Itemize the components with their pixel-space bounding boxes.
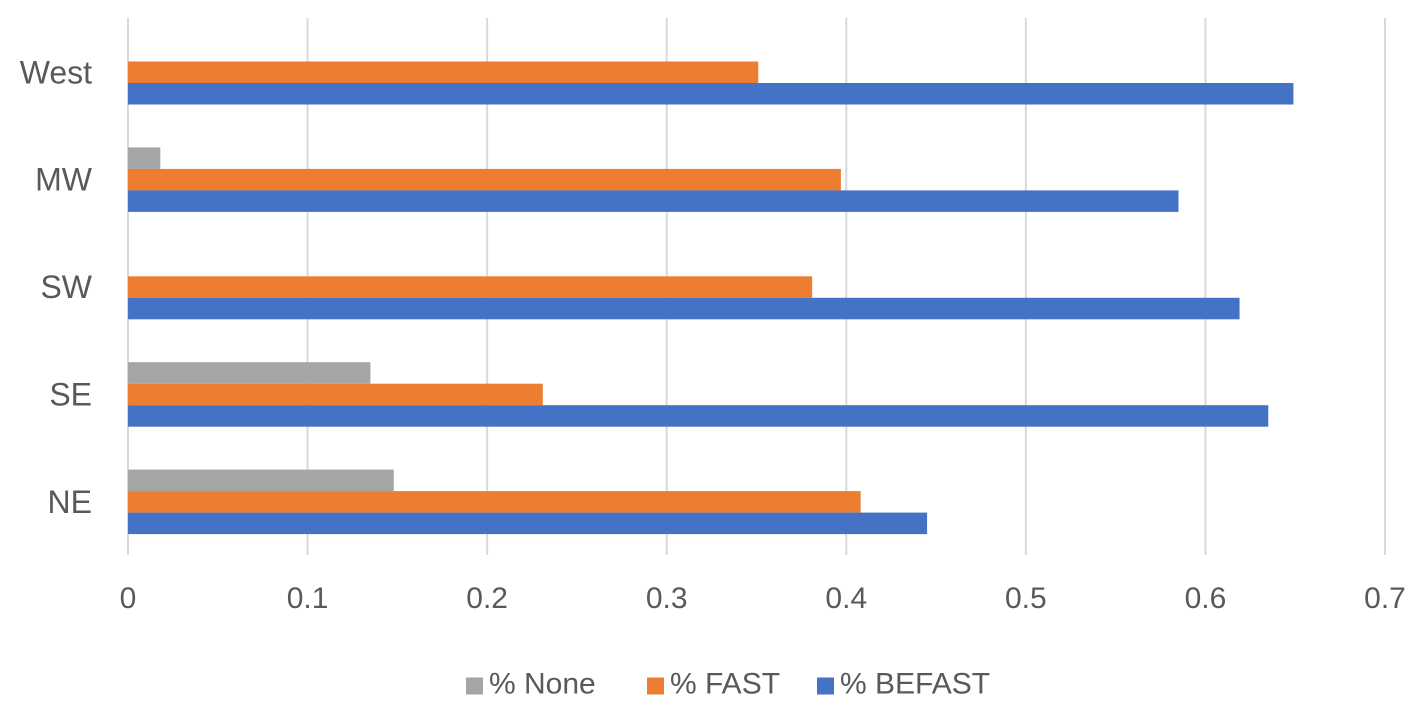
bar-ne-none xyxy=(128,469,394,492)
bar-west-fast xyxy=(128,61,759,83)
bar-se-none xyxy=(128,362,371,384)
legend-swatch-fast xyxy=(647,677,664,695)
category-label-west: West xyxy=(20,54,92,90)
bar-se-befast xyxy=(128,405,1269,427)
bars xyxy=(128,61,1294,535)
legend-label-befast: % BEFAST xyxy=(840,668,990,701)
legend-swatch-befast xyxy=(817,677,834,695)
x-tick-labels: 0 0.1 0.2 0.3 0.4 0.5 0.6 0.7 xyxy=(120,582,1406,615)
legend-label-fast: % FAST xyxy=(670,668,780,701)
category-label-se: SE xyxy=(49,376,92,412)
legend-swatch-none xyxy=(466,677,483,695)
bar-mw-fast xyxy=(128,168,841,191)
bar-ne-fast xyxy=(128,491,861,513)
bar-sw-befast xyxy=(128,297,1240,320)
x-tick-label-4: 0.4 xyxy=(825,582,867,615)
bar-mw-none xyxy=(128,147,161,169)
x-tick-label-0: 0 xyxy=(120,582,137,615)
x-tick-label-3: 0.3 xyxy=(646,582,688,615)
bar-sw-fast xyxy=(128,276,813,298)
x-tick-label-6: 0.6 xyxy=(1185,582,1227,615)
x-tick-label-7: 0.7 xyxy=(1364,582,1406,615)
x-tick-label-5: 0.5 xyxy=(1005,582,1047,615)
bar-mw-befast xyxy=(128,190,1179,212)
bar-se-fast xyxy=(128,383,543,406)
category-label-mw: MW xyxy=(35,162,93,198)
legend-label-none: % None xyxy=(489,668,596,701)
x-tick-label-2: 0.2 xyxy=(466,582,508,615)
bar-ne-befast xyxy=(128,512,928,535)
legend: % None % FAST % BEFAST xyxy=(466,668,990,701)
bar-west-befast xyxy=(128,83,1294,105)
category-label-ne: NE xyxy=(48,484,92,520)
category-labels: NE SE SW MW West xyxy=(20,54,93,520)
x-tick-label-1: 0.1 xyxy=(287,582,329,615)
category-label-sw: SW xyxy=(40,269,92,305)
